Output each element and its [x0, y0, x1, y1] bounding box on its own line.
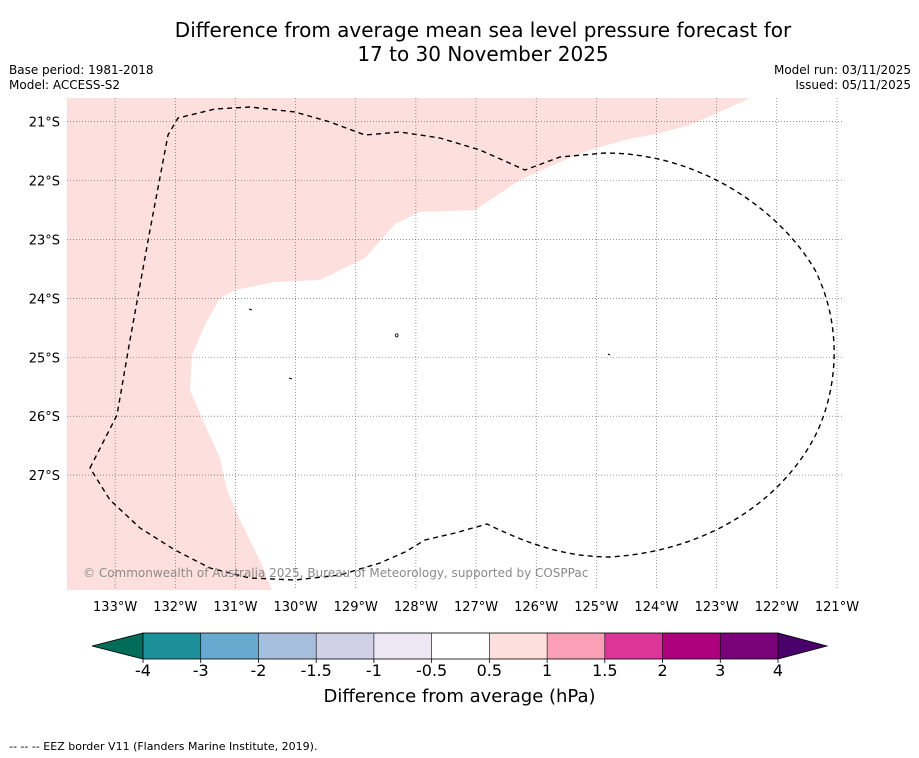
lat-tick-label: 24°S: [29, 292, 60, 307]
colorbar-label: Difference from average (hPa): [323, 686, 596, 707]
colorbar-tick-label: 0.5: [477, 661, 502, 680]
colorbar-tick-label: -3: [193, 661, 209, 680]
island-3: [288, 377, 293, 380]
map-plot-area: © Commonwealth of Australia 2025, Bureau…: [67, 98, 843, 590]
colorbar-bin-1to1.5: [547, 633, 605, 659]
colorbar-bin-1.5to2: [604, 633, 663, 659]
lon-tick-label: 124°W: [634, 600, 678, 615]
colorbar-bin-3to4: [720, 633, 778, 659]
colorbar-bin--4to-3: [143, 633, 201, 659]
colorbar-bin-2to3: [662, 633, 721, 659]
colorbar-bin--3to-2: [200, 633, 259, 659]
lon-tick-label: 132°W: [153, 600, 197, 615]
issued-date: Issued: 05/11/2025: [795, 78, 911, 92]
lat-tick-label: 25°S: [29, 351, 60, 366]
lon-tick-label: 131°W: [213, 600, 257, 615]
colorbar-frame: [142, 632, 779, 660]
lon-tick-label: 130°W: [274, 600, 318, 615]
lon-tick-label: 126°W: [514, 600, 558, 615]
eez-border-line: [89, 106, 835, 581]
title-line-1: Difference from average mean sea level p…: [174, 18, 792, 42]
lon-tick-label: 129°W: [334, 600, 378, 615]
lat-tick-label: 23°S: [29, 233, 60, 248]
latitude-tick-labels: 21°S 22°S 23°S 24°S 25°S 26°S 27°S: [29, 116, 60, 485]
island-markers: [248, 308, 611, 380]
lon-tick-label: 123°W: [695, 600, 739, 615]
anomaly-region-0.5-to-1: [67, 98, 750, 590]
lon-tick-label: 127°W: [454, 600, 498, 615]
colorbar-tick-label: -1.5: [301, 661, 332, 680]
colorbar-bin--1to-0.5: [373, 633, 432, 659]
island-4: [607, 353, 611, 356]
colorbar-over-arrow: [777, 632, 829, 660]
colorbar-bin--1.5to-1: [316, 633, 374, 659]
colorbar-under-arrow: [91, 632, 144, 660]
colorbar-tick-label: -1: [366, 661, 382, 680]
model-run: Model run: 03/11/2025: [773, 63, 911, 77]
lat-tick-label: 21°S: [29, 116, 60, 131]
colorbar-tick-label: 4: [773, 661, 783, 680]
colorbar-bin-0.5to1: [489, 633, 548, 659]
colorbar-bin--0.5to0.5: [431, 633, 490, 659]
lon-tick-label: 122°W: [755, 600, 799, 615]
island-2: [394, 333, 399, 338]
base-period: Base period: 1981-2018: [9, 63, 154, 77]
lon-tick-label: 125°W: [574, 600, 618, 615]
map-title: Difference from average mean sea level p…: [0, 18, 919, 66]
title-line-2: 17 to 30 November 2025: [357, 42, 609, 66]
meta-right: Model run: 03/11/2025 Issued: 05/11/2025: [774, 63, 911, 93]
model-name: Model: ACCESS-S2: [9, 78, 121, 92]
colorbar-bin--2to-1.5: [258, 633, 317, 659]
colorbar: -4 -3 -2 -1.5 -1 -0.5 0.5 1 1.5 2 3 4: [91, 632, 829, 680]
colorbar-tick-label: -4: [135, 661, 151, 680]
lon-tick-label: 121°W: [815, 600, 859, 615]
lon-tick-label: 133°W: [93, 600, 137, 615]
lat-tick-label: 22°S: [29, 174, 60, 189]
colorbar-tick-label: -0.5: [416, 661, 447, 680]
colorbar-tick-label: 1.5: [592, 661, 617, 680]
copyright-notice: © Commonwealth of Australia 2025, Bureau…: [83, 566, 588, 580]
longitude-tick-labels: 133°W 132°W 131°W 130°W 129°W 128°W 127°W 126°W…: [93, 600, 859, 615]
lat-tick-label: 26°S: [29, 410, 60, 425]
island-1: [248, 308, 253, 311]
colorbar-tick-label: 1: [542, 661, 552, 680]
meta-left: Base period: 1981-2018 Model: ACCESS-S2: [9, 63, 154, 93]
lon-tick-label: 128°W: [394, 600, 438, 615]
eez-legend-note: -- -- -- EEZ border V11 (Flanders Marine…: [9, 740, 318, 753]
lat-tick-label: 27°S: [29, 469, 60, 484]
colorbar-tick-label: 2: [657, 661, 667, 680]
colorbar-tick-label: -2: [250, 661, 266, 680]
colorbar-tick-label: 3: [715, 661, 725, 680]
